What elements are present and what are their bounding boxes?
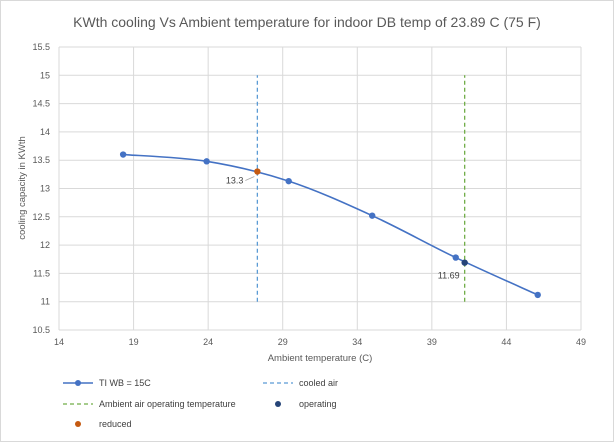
data-label-operating: 11.69: [438, 271, 460, 281]
y-tick-label: 13.5: [32, 155, 50, 165]
y-tick-label: 14: [40, 127, 50, 137]
data-point-wb15: [534, 291, 541, 299]
data-label-reduced: 13.3: [226, 176, 244, 186]
y-tick-label: 14.5: [32, 99, 50, 109]
x-tick-label: 34: [352, 337, 362, 347]
chart-title: KWth cooling Vs Ambient temperature for …: [73, 14, 541, 30]
x-tick-labels: 14 19 24 29 34 39 44 49: [54, 337, 586, 347]
legend-marker-reduced: [75, 421, 81, 427]
x-tick-label: 49: [576, 337, 586, 347]
y-tick-labels: 10.5 11 11.5 12 12.5 13 13.5 14 14.5 15 15.5: [32, 42, 50, 335]
y-tick-label: 12.5: [32, 212, 50, 222]
data-point-wb15: [285, 177, 292, 185]
x-tick-label: 29: [278, 337, 288, 347]
data-point-wb15: [369, 212, 376, 219]
grid-lines: [58, 46, 582, 331]
x-tick-label: 39: [427, 337, 437, 347]
data-label-leader: [245, 176, 255, 181]
legend-marker-operating: [275, 401, 281, 407]
y-tick-label: 12: [40, 240, 50, 250]
operating-point: [461, 259, 468, 266]
y-tick-label: 10.5: [32, 325, 50, 335]
y-tick-label: 15: [40, 70, 50, 80]
legend: TI WB = 15C cooled air Ambient air operati…: [63, 378, 338, 429]
legend-label-ambient: Ambient air operating temperature: [99, 399, 236, 409]
legend-label-cooled-air: cooled air: [299, 378, 338, 388]
y-axis-title: cooling capacity in KWth: [17, 136, 28, 240]
data-labels: 11.69 13.3: [226, 176, 460, 281]
legend-marker-wb15: [75, 380, 81, 386]
x-tick-label: 14: [54, 337, 64, 347]
x-tick-label: 44: [501, 337, 511, 347]
x-tick-label: 19: [129, 337, 139, 347]
data-point-wb15: [119, 151, 127, 158]
legend-label-reduced: reduced: [99, 419, 132, 429]
reduced-point: [254, 168, 261, 175]
plot-series: [119, 75, 541, 302]
data-point-wb15: [203, 158, 210, 165]
y-tick-label: 13: [40, 184, 50, 194]
legend-label-wb15: TI WB = 15C: [99, 378, 151, 388]
x-tick-label: 24: [203, 337, 213, 347]
y-tick-label: 11: [41, 297, 50, 307]
x-axis-title: Ambient temperature (C): [268, 353, 373, 364]
legend-label-operating: operating: [299, 399, 337, 409]
y-tick-label: 15.5: [32, 42, 50, 52]
data-point-wb15: [452, 254, 459, 261]
y-tick-label: 11.5: [33, 268, 50, 278]
